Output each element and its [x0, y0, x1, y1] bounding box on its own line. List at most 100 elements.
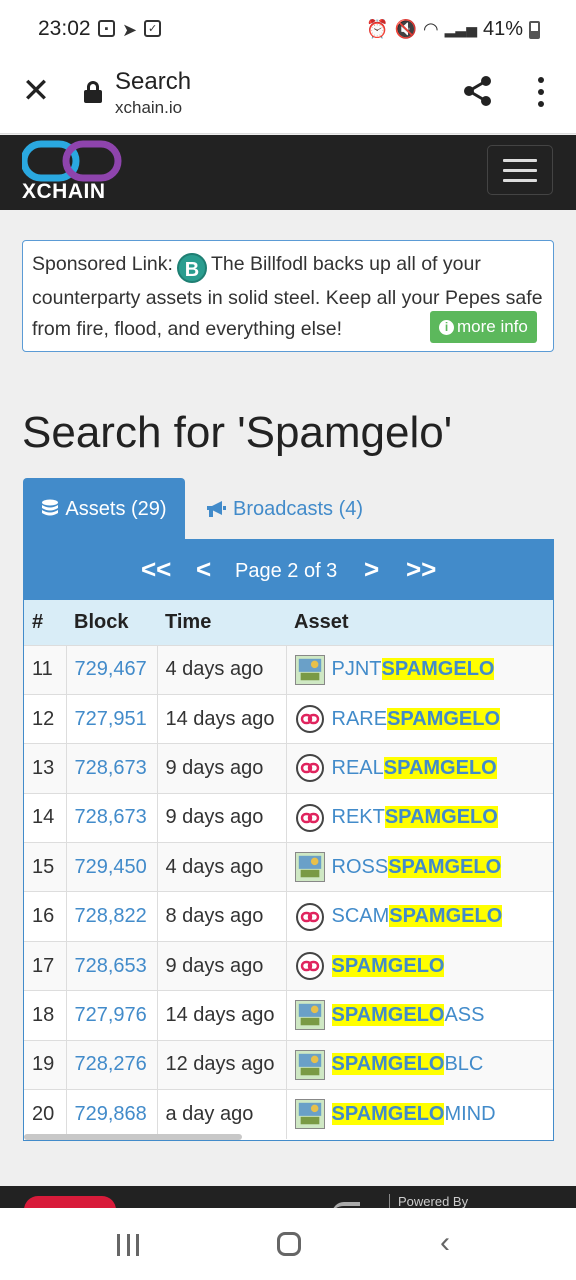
block-link[interactable]: 728,822	[66, 891, 158, 942]
sponsored-link-box: Sponsored Link: B The Billfodl backs up al…	[22, 240, 554, 352]
asset-link[interactable]: SPAMGELOASS	[294, 1000, 554, 1031]
asset-default-icon[interactable]	[295, 803, 325, 833]
asset-cell[interactable]: REALSPAMGELO	[286, 744, 554, 793]
tab-assets[interactable]: Assets (29)	[23, 478, 185, 540]
lock-icon[interactable]	[84, 81, 102, 103]
block-link[interactable]: 728,276	[66, 1040, 158, 1090]
block-number[interactable]: 727,951	[74, 707, 147, 730]
asset-default-icon[interactable]	[295, 951, 325, 981]
asset-image-icon[interactable]	[294, 1049, 325, 1080]
asset-name-highlight[interactable]: SPAMGELO	[331, 1102, 445, 1125]
asset-default-icon[interactable]	[295, 704, 325, 734]
asset-link[interactable]: SCAMSPAMGELO	[295, 902, 554, 932]
asset-name-prefix[interactable]: REAL	[331, 756, 384, 779]
block-link[interactable]: 727,951	[66, 694, 158, 744]
asset-name-highlight[interactable]: SPAMGELO	[331, 954, 445, 977]
block-number[interactable]: 728,653	[74, 954, 147, 977]
row-time: 9 days ago	[157, 941, 287, 991]
block-link[interactable]: 727,976	[66, 990, 158, 1041]
row-number: 11	[24, 645, 67, 695]
asset-name-prefix[interactable]: SCAM	[331, 905, 390, 928]
asset-cell[interactable]: SCAMSPAMGELO	[286, 892, 554, 941]
asset-name-suffix[interactable]: ASS	[444, 1003, 485, 1026]
asset-cell[interactable]: SPAMGELOBLC	[286, 1040, 554, 1089]
block-number[interactable]: 729,467	[74, 658, 147, 681]
asset-cell[interactable]: SPAMGELOMIND	[286, 1090, 554, 1139]
block-link[interactable]: 729,868	[66, 1089, 158, 1139]
row-number: 16	[24, 891, 67, 942]
asset-link[interactable]: RARESPAMGELO	[295, 704, 554, 734]
row-number: 12	[24, 694, 67, 744]
asset-link[interactable]: SPAMGELOBLC	[294, 1049, 554, 1080]
asset-name-prefix[interactable]: ROSS	[331, 855, 389, 878]
horizontal-scrollbar[interactable]	[24, 1134, 242, 1140]
asset-name-highlight[interactable]: SPAMGELO	[388, 855, 502, 878]
block-number[interactable]: 728,822	[74, 905, 147, 928]
more-info-button[interactable]: i more info	[430, 311, 537, 343]
asset-image-icon[interactable]	[294, 1000, 325, 1031]
asset-cell[interactable]: SPAMGELOASS	[286, 991, 554, 1040]
page-title-bar[interactable]: Search	[115, 68, 192, 95]
block-number[interactable]: 728,276	[74, 1053, 147, 1076]
close-icon[interactable]: ✕	[21, 72, 51, 110]
asset-link[interactable]: REKTSPAMGELO	[295, 803, 554, 833]
header-asset: Asset	[294, 610, 349, 633]
row-number: 13	[24, 743, 67, 794]
share-icon[interactable]	[462, 74, 494, 108]
url-domain[interactable]: xchain.io	[115, 98, 183, 117]
mute-icon: 🔇	[394, 19, 417, 39]
block-number[interactable]: 727,976	[74, 1003, 147, 1026]
asset-link[interactable]: PJNTSPAMGELO	[294, 654, 554, 685]
asset-name-prefix[interactable]: RARE	[331, 707, 388, 730]
xchain-logo[interactable]	[22, 140, 122, 206]
more-options-icon[interactable]	[535, 77, 547, 107]
asset-default-icon[interactable]	[295, 753, 325, 783]
block-number[interactable]: 728,673	[74, 806, 147, 829]
row-time: 9 days ago	[157, 743, 287, 794]
sponsor-text[interactable]: The Billfodl backs up all of your counte…	[32, 253, 543, 340]
asset-default-icon[interactable]	[295, 902, 325, 932]
asset-name-highlight[interactable]: SPAMGELO	[387, 707, 501, 730]
asset-image-icon[interactable]	[294, 1099, 325, 1130]
first-page-button[interactable]: <<	[141, 554, 172, 584]
asset-name-highlight[interactable]: SPAMGELO	[383, 756, 497, 779]
asset-link[interactable]: SPAMGELOMIND	[294, 1099, 554, 1130]
block-number[interactable]: 729,450	[74, 855, 147, 878]
prev-page-button[interactable]: <	[196, 554, 212, 584]
block-link[interactable]: 729,467	[66, 645, 158, 695]
alarm-icon: ⏰	[366, 19, 389, 39]
asset-cell[interactable]: SPAMGELO	[286, 941, 554, 990]
next-page-button[interactable]: >	[364, 554, 380, 584]
asset-image-icon[interactable]	[294, 654, 325, 685]
billfodl-logo-icon[interactable]: B	[176, 253, 207, 283]
asset-name-highlight[interactable]: SPAMGELO	[389, 905, 503, 928]
asset-cell[interactable]: RARESPAMGELO	[286, 694, 554, 743]
block-number[interactable]: 728,673	[74, 756, 147, 779]
asset-name-highlight[interactable]: SPAMGELO	[384, 806, 498, 829]
asset-name-prefix[interactable]: PJNT	[331, 658, 382, 681]
asset-link[interactable]: ROSSSPAMGELO	[294, 852, 554, 883]
block-link[interactable]: 728,673	[66, 793, 158, 843]
asset-name-suffix[interactable]: BLC	[444, 1053, 484, 1076]
asset-name-highlight[interactable]: SPAMGELO	[331, 1003, 445, 1026]
home-icon[interactable]	[277, 1232, 301, 1256]
asset-name-highlight[interactable]: SPAMGELO	[331, 1053, 445, 1076]
asset-image-icon[interactable]	[294, 852, 325, 883]
asset-link[interactable]: SPAMGELO	[295, 951, 554, 981]
tab-broadcasts[interactable]: Broadcasts (4)	[205, 478, 363, 540]
back-icon[interactable]: ‹	[440, 1226, 450, 1259]
hamburger-menu-button[interactable]	[487, 145, 553, 195]
block-link[interactable]: 728,673	[66, 743, 158, 794]
block-number[interactable]: 729,868	[74, 1102, 147, 1125]
last-page-button[interactable]: >>	[406, 554, 437, 584]
asset-cell[interactable]: ROSSSPAMGELO	[286, 843, 554, 892]
asset-name-highlight[interactable]: SPAMGELO	[381, 658, 495, 681]
block-link[interactable]: 728,653	[66, 941, 158, 991]
recent-apps-icon[interactable]	[117, 1234, 139, 1256]
block-link[interactable]: 729,450	[66, 842, 158, 892]
asset-link[interactable]: REALSPAMGELO	[295, 753, 554, 783]
asset-name-prefix[interactable]: REKT	[331, 806, 385, 829]
asset-cell[interactable]: PJNTSPAMGELO	[286, 645, 554, 694]
asset-name-suffix[interactable]: MIND	[444, 1102, 496, 1125]
asset-cell[interactable]: REKTSPAMGELO	[286, 793, 554, 842]
